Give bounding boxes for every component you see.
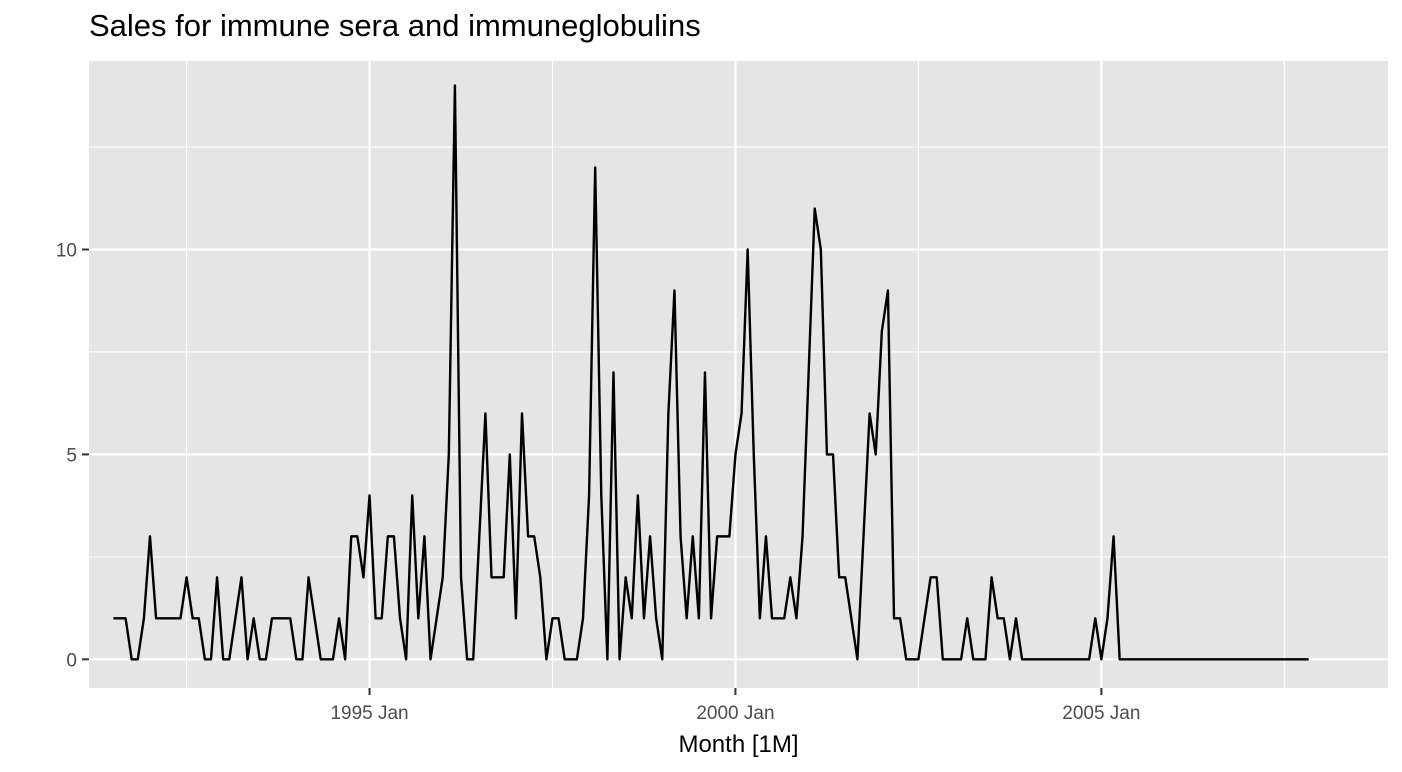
x-tick-label: 1995 Jan (330, 703, 408, 724)
x-tick-label: 2000 Jan (696, 703, 774, 724)
y-tick-label: 0 (66, 650, 77, 671)
y-tick-label: 10 (56, 241, 77, 262)
chart-title: Sales for immune sera and immuneglobulin… (89, 8, 701, 43)
x-axis-label: Month [1M] (678, 731, 798, 758)
x-tick-label: 2005 Jan (1062, 703, 1140, 724)
series-line (113, 84, 1309, 661)
plot-panel (89, 61, 1388, 688)
x-axis: 1995 Jan 2000 Jan 2005 Jan (330, 688, 1140, 724)
y-tick-label: 5 (66, 445, 77, 466)
y-axis: 0 5 10 (56, 241, 89, 671)
minor-gridlines (89, 61, 1388, 688)
